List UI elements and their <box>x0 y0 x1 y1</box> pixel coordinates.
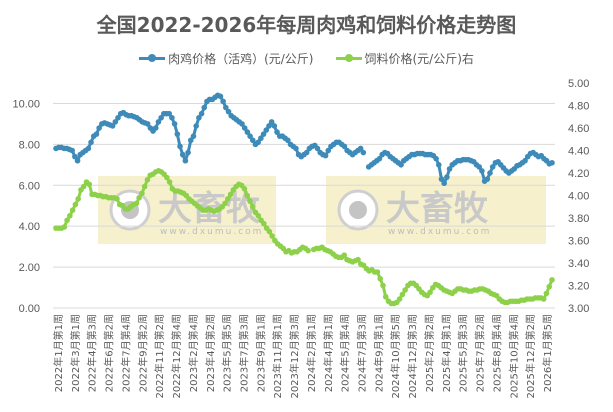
legend-label: 饲料价格(元/公斤)右 <box>364 52 474 66</box>
y-tick-right: 4.60 <box>568 123 589 135</box>
y-tick-left: 0.00 <box>19 303 40 315</box>
x-tick-label: 2022年4月第3周 <box>86 314 99 392</box>
y-tick-right: 3.20 <box>568 281 589 293</box>
legend-item-broiler: 肉鸡价格（活鸡）(元/公斤) <box>139 50 314 67</box>
chart-legend: 肉鸡价格（活鸡）(元/公斤) 饲料价格(元/公斤)右 <box>0 50 613 67</box>
series-broiler-price <box>53 92 555 187</box>
y-tick-right: 3.60 <box>568 236 589 248</box>
line-marker-icon <box>335 54 362 62</box>
y-tick-right: 4.80 <box>568 101 589 113</box>
x-tick-label: 2023年11月第1周 <box>271 314 284 399</box>
x-tick-label: 2025年7月第2周 <box>474 314 487 392</box>
y-tick-left: 10.00 <box>12 98 40 110</box>
x-tick-label: 2024年5月第4周 <box>339 314 352 392</box>
x-tick-label: 2023年12月第3周 <box>288 314 301 399</box>
x-tick-label: 2023年5月第5周 <box>221 314 234 392</box>
y-tick-left: 8.00 <box>19 139 40 151</box>
x-tick-label: 2024年12月第3周 <box>406 314 419 399</box>
x-tick-label: 2022年3月第1周 <box>69 314 82 392</box>
x-tick-label: 2026年1月第5周 <box>541 314 554 392</box>
line-marker-icon <box>139 54 166 62</box>
y-tick-right: 3.80 <box>568 213 589 225</box>
y-tick-left: 2.00 <box>19 262 40 274</box>
x-tick-label: 2022年11月第2周 <box>153 314 166 399</box>
x-tick-label: 2025年4月第1周 <box>440 314 453 392</box>
x-tick-label: 2025年10月第4周 <box>507 314 520 399</box>
legend-label: 肉鸡价格（活鸡）(元/公斤) <box>168 52 314 66</box>
x-tick-label: 2025年12月第2周 <box>524 314 537 399</box>
x-tick-label: 2023年9月第1周 <box>254 314 267 392</box>
x-tick-label: 2024年2月第1周 <box>305 314 318 392</box>
y-tick-right: 5.00 <box>568 78 589 90</box>
svg-text:www.dxumu.com: www.dxumu.com <box>388 227 491 237</box>
y-tick-right: 4.40 <box>568 146 589 158</box>
y-tick-right: 3.00 <box>568 303 589 315</box>
x-tick-label: 2022年9月第2周 <box>136 314 149 392</box>
x-tick-label: 2023年7月第3周 <box>237 314 250 392</box>
x-tick-label: 2024年9月第1周 <box>372 314 385 392</box>
y-tick-left: 6.00 <box>19 180 40 192</box>
x-tick-label: 2025年8月第4周 <box>490 314 503 392</box>
x-tick-label: 2022年12月第4周 <box>170 314 183 399</box>
legend-item-feed: 饲料价格(元/公斤)右 <box>335 50 474 67</box>
x-tick-label: 2023年4月第2周 <box>204 314 217 392</box>
x-tick-label: 2024年7月第3周 <box>356 314 369 392</box>
x-tick-label: 2025年5月第3周 <box>457 314 470 392</box>
x-tick-label: 2022年6月第2周 <box>103 314 116 392</box>
x-tick-label: 2022年1月第1周 <box>52 314 65 392</box>
x-tick-label: 2024年4月第1周 <box>322 314 335 392</box>
x-tick-label: 2025年2月第2周 <box>423 314 436 392</box>
x-tick-label: 2023年2月第4周 <box>187 314 200 392</box>
x-tick-label: 2024年10月第5周 <box>389 314 402 399</box>
y-tick-right: 3.40 <box>568 258 589 270</box>
svg-text:www.dxumu.com: www.dxumu.com <box>160 227 263 237</box>
chart-title: 全国2022-2026年每周肉鸡和饲料价格走势图 <box>96 13 517 37</box>
y-tick-right: 4.20 <box>568 168 589 180</box>
series-feed-price <box>53 167 555 307</box>
y-tick-right: 4.00 <box>568 191 589 203</box>
svg-text:大畜牧: 大畜牧 <box>386 189 489 229</box>
y-tick-left: 4.00 <box>19 221 40 233</box>
x-tick-label: 2022年7月第4周 <box>119 314 132 392</box>
